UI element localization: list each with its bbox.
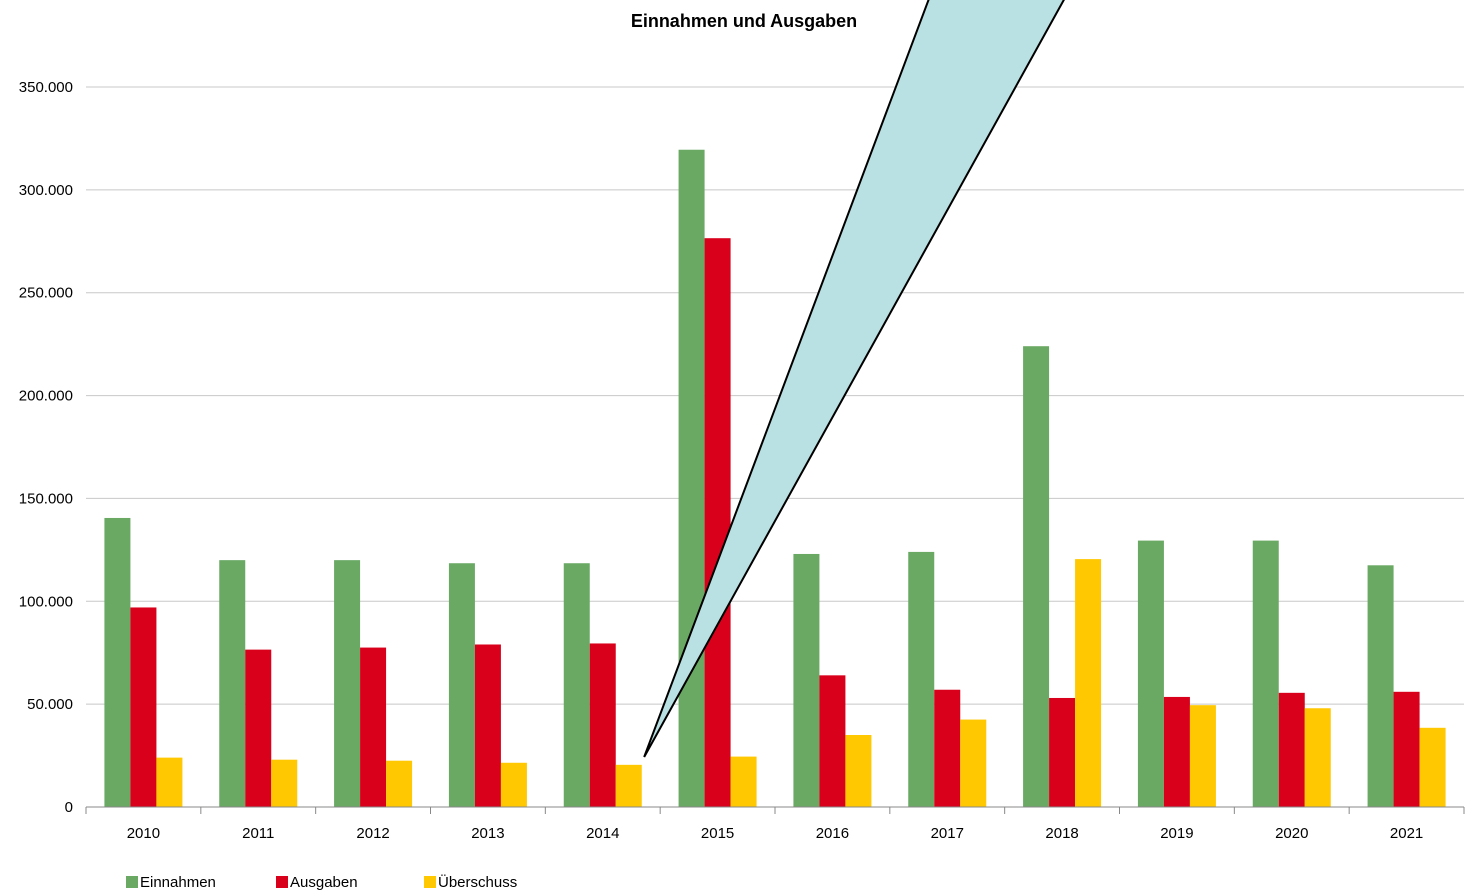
- legend-swatch: [126, 876, 138, 888]
- bar-ausgaben-2015: [704, 238, 731, 807]
- x-axis: 2010 2011 2012 2013 2014 2015 2016 2017 2018 2019…: [85, 806, 1465, 842]
- bars: [104, 149, 1446, 808]
- bar-ausgaben-2019: [1163, 696, 1190, 807]
- y-tick-label: 300.000: [19, 182, 73, 199]
- bar-ausgaben-2017: [934, 689, 961, 807]
- bar-ausgaben-2010: [130, 607, 157, 807]
- chart-title: Einnahmen und Ausgaben: [631, 11, 857, 31]
- bar-überschuss-2015: [730, 756, 757, 807]
- bar-überschuss-2013: [500, 762, 527, 807]
- bar-einnahmen-2018: [1023, 346, 1050, 807]
- bar-ausgaben-2013: [474, 644, 501, 807]
- legend: Einnahmen Ausgaben Überschuss: [126, 873, 517, 891]
- bar-überschuss-2019: [1189, 705, 1216, 807]
- bar-einnahmen-2020: [1252, 540, 1279, 807]
- legend-label: Einnahmen: [140, 874, 216, 891]
- bar-ausgaben-2021: [1393, 691, 1420, 807]
- y-tick-label: 250.000: [19, 285, 73, 302]
- bar-einnahmen-2016: [793, 553, 820, 807]
- bar-ausgaben-2020: [1278, 692, 1305, 807]
- bar-einnahmen-2021: [1367, 565, 1394, 807]
- legend-label: Überschuss: [438, 873, 517, 891]
- bar-überschuss-2021: [1419, 727, 1446, 807]
- bar-überschuss-2016: [845, 735, 872, 807]
- bar-überschuss-2018: [1075, 559, 1102, 807]
- bar-überschuss-2020: [1304, 708, 1331, 807]
- callout-wedge: [643, 0, 1065, 758]
- x-tick-label: 2018: [1045, 825, 1078, 842]
- bar-ausgaben-2012: [360, 647, 387, 807]
- x-tick-label: 2013: [471, 825, 504, 842]
- legend-swatch: [276, 876, 288, 888]
- x-tick-label: 2021: [1390, 825, 1423, 842]
- y-tick-label: 0: [65, 799, 73, 816]
- y-tick-label: 350.000: [19, 79, 73, 96]
- y-tick-label: 50.000: [27, 696, 73, 713]
- x-tick-label: 2014: [586, 825, 619, 842]
- x-tick-label: 2017: [931, 825, 964, 842]
- x-tick-label: 2015: [701, 825, 734, 842]
- bar-überschuss-2012: [386, 760, 413, 807]
- x-tick-label: 2020: [1275, 825, 1308, 842]
- x-tick-label: 2012: [356, 825, 389, 842]
- x-tick-label: 2011: [242, 825, 274, 842]
- bar-ausgaben-2018: [1049, 697, 1076, 807]
- bar-ausgaben-2011: [245, 649, 272, 807]
- bar-überschuss-2014: [615, 764, 642, 807]
- bar-ausgaben-2016: [819, 675, 846, 807]
- bar-einnahmen-2019: [1137, 540, 1164, 807]
- bar-einnahmen-2012: [334, 560, 361, 807]
- legend-swatch: [424, 876, 436, 888]
- bar-einnahmen-2015: [678, 149, 705, 808]
- y-tick-label: 100.000: [19, 593, 73, 610]
- bar-überschuss-2010: [156, 757, 183, 807]
- bar-ausgaben-2014: [589, 643, 616, 807]
- bar-einnahmen-2014: [563, 563, 590, 807]
- bar-einnahmen-2013: [448, 563, 475, 807]
- bar-überschuss-2017: [960, 719, 987, 807]
- legend-label: Ausgaben: [290, 874, 358, 891]
- x-tick-label: 2019: [1160, 825, 1193, 842]
- y-tick-label: 200.000: [19, 388, 73, 405]
- x-tick-label: 2016: [816, 825, 849, 842]
- bar-überschuss-2011: [271, 759, 298, 807]
- bar-einnahmen-2011: [219, 560, 246, 807]
- y-axis: 0 50.000 100.000 150.000 200.000 250.000 300.0…: [19, 79, 73, 816]
- y-tick-label: 150.000: [19, 490, 73, 507]
- x-tick-label: 2010: [127, 825, 160, 842]
- bar-einnahmen-2017: [908, 551, 935, 807]
- bar-einnahmen-2010: [104, 517, 131, 807]
